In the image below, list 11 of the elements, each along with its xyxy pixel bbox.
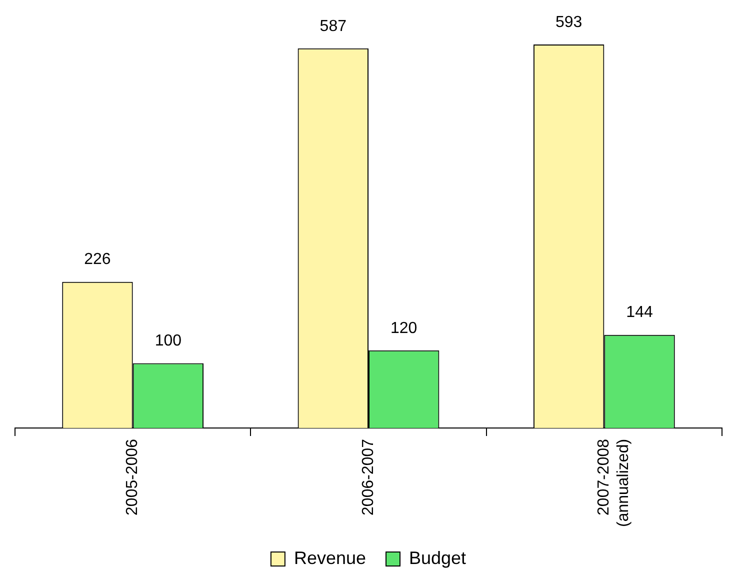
data-label: 593: [555, 14, 582, 31]
legend-label: Budget: [409, 548, 466, 568]
data-label: 100: [154, 332, 182, 350]
data-label: 226: [84, 251, 111, 268]
legend-label: Revenue: [294, 548, 366, 568]
x-tick-label: 2006-2007: [360, 438, 377, 516]
data-label: 144: [626, 304, 653, 322]
x-tick-label: 2007-2008 (annualized): [596, 438, 632, 528]
data-label: 120: [390, 320, 418, 337]
data-label: 587: [320, 18, 347, 35]
x-tick-label: 2005-2006: [124, 438, 142, 516]
